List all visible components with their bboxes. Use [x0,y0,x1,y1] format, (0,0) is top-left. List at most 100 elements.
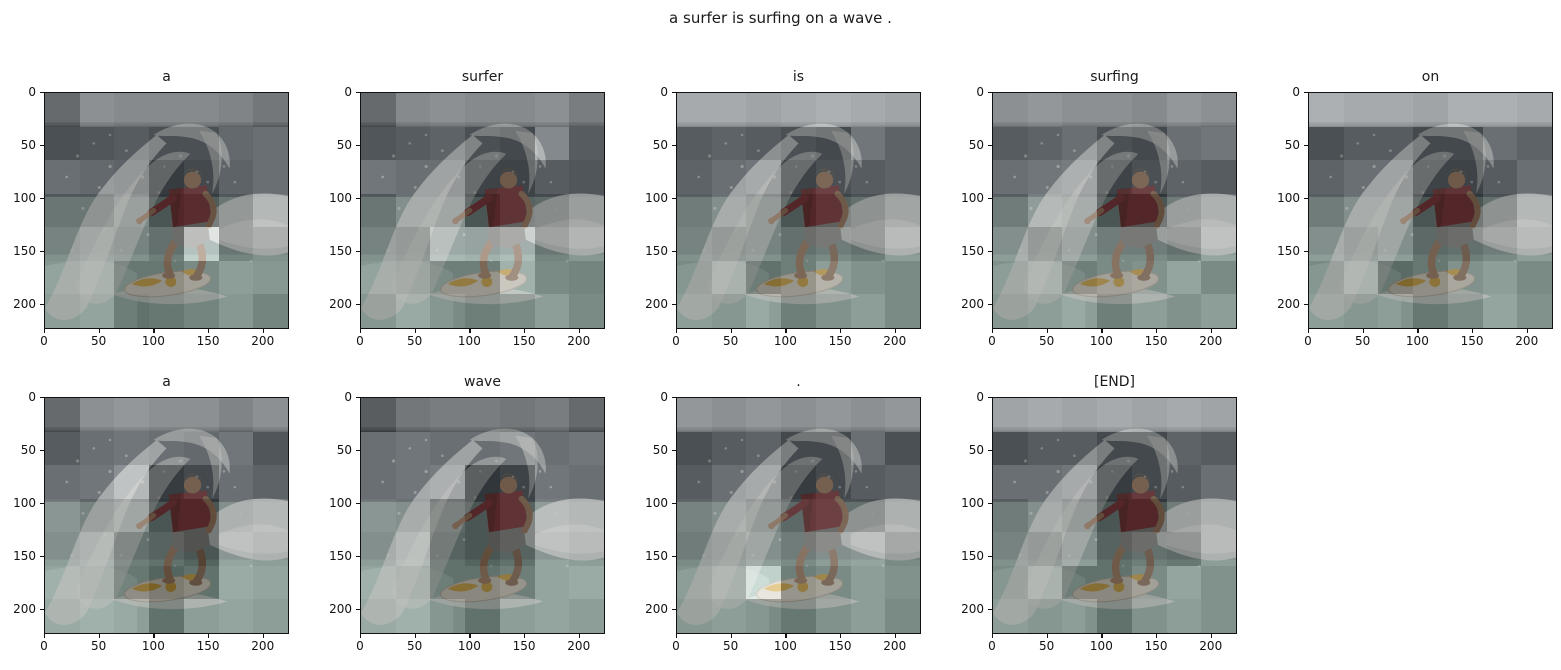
attention-cell [1131,431,1167,466]
attention-cell [677,532,712,566]
attention-cell [499,532,535,566]
attention-cell [850,599,886,633]
y-tick-label: 100 [645,190,668,205]
attention-cell [711,465,747,499]
x-tick-label: 200 [567,639,591,653]
attention-cell [1131,294,1167,328]
attention-cell [1447,160,1483,194]
attention-cell [850,294,886,328]
x-tick-label: 200 [883,334,907,348]
attention-cell [850,465,886,499]
attention-cell [430,126,466,161]
attention-cell [534,160,570,194]
axes [676,397,921,634]
x-tick-label: 100 [1089,334,1113,348]
attention-cell [1378,93,1414,127]
y-tick-label: 200 [13,601,36,616]
attention-cell [1343,294,1379,328]
attention-cell [465,465,500,499]
attention-cell [850,498,886,533]
attention-cell [79,599,115,633]
attention-cell [1097,227,1132,261]
attention-cell [499,565,535,600]
attention-cell [45,126,80,161]
y-tick-mark [356,250,360,252]
attention-cell [885,465,920,499]
attention-cell [465,193,500,228]
attention-cell [218,565,254,600]
attention-cell [1027,565,1063,600]
attention-cell [534,227,570,261]
y-tick-label: 0 [344,85,352,99]
attention-cell [1343,160,1379,194]
attention-cell [361,465,396,499]
x-tick-label: 150 [1460,334,1484,348]
attention-cell [1201,126,1236,161]
y-tick-mark [988,144,992,147]
attention-cell [183,431,219,466]
attention-cell [361,532,396,566]
x-tick-label: 150 [512,639,536,653]
subplot: surfing 0 50 100 150 200 0 50 100 150 200 [961,69,1237,347]
attention-cell [1343,126,1379,161]
attention-cell [993,498,1028,533]
x-tick-label: 150 [196,639,220,653]
attention-cell [711,160,747,194]
attention-cell [993,398,1028,432]
attention-cell [815,160,851,194]
attention-cell [781,532,816,566]
attention-cell [534,93,570,127]
x-tick-label: 100 [773,639,797,653]
axes [44,397,289,634]
x-tick-mark [153,329,155,333]
attention-cell [253,498,288,533]
attention-cell [711,398,747,432]
attention-cell [361,294,396,328]
x-tick-mark [730,329,732,333]
attention-cell [114,294,150,328]
attention-cell [114,398,150,432]
x-tick-mark [840,634,842,638]
attention-cell [1378,160,1414,194]
attention-cell [569,532,604,566]
x-tick-mark [785,329,787,333]
y-tick-mark [40,144,44,147]
y-tick-label: 100 [329,495,352,510]
x-tick-mark [992,329,994,333]
attention-cell [253,532,288,566]
attention-cell [45,431,80,466]
attention-cell [781,498,816,533]
x-tick-label: 50 [723,334,739,348]
attention-cell [1482,93,1518,127]
y-tick-mark [672,397,676,399]
y-tick-mark [40,197,44,199]
attention-cell [746,498,782,533]
subplot: [END] 0 50 100 150 200 0 50 100 150 200 [961,374,1237,652]
attention-cell [1027,193,1063,228]
y-tick-mark [988,92,992,94]
y-tick-label: 200 [645,296,668,311]
attention-cell [781,465,816,499]
y-tick-label: 200 [1277,296,1300,311]
attention-cell [781,93,816,127]
attention-cell [1201,498,1236,533]
attention-cell [1027,532,1063,566]
attention-cell [677,260,712,295]
attention-cell [850,431,886,466]
y-tick-mark [356,303,360,305]
attention-cell [534,294,570,328]
attention-cell [1131,227,1167,261]
attention-cell [677,93,712,127]
attention-cell [1062,465,1098,499]
attention-cell [993,431,1028,466]
attention-cell [149,160,184,194]
attention-cell [711,193,747,228]
y-tick-mark [988,449,992,452]
y-tick-mark [672,608,676,610]
attention-cell [885,126,920,161]
x-tick-mark [360,634,362,638]
attention-cell [499,126,535,161]
attention-cell [79,532,115,566]
attention-cell [465,227,500,261]
attention-cell [1131,532,1167,566]
